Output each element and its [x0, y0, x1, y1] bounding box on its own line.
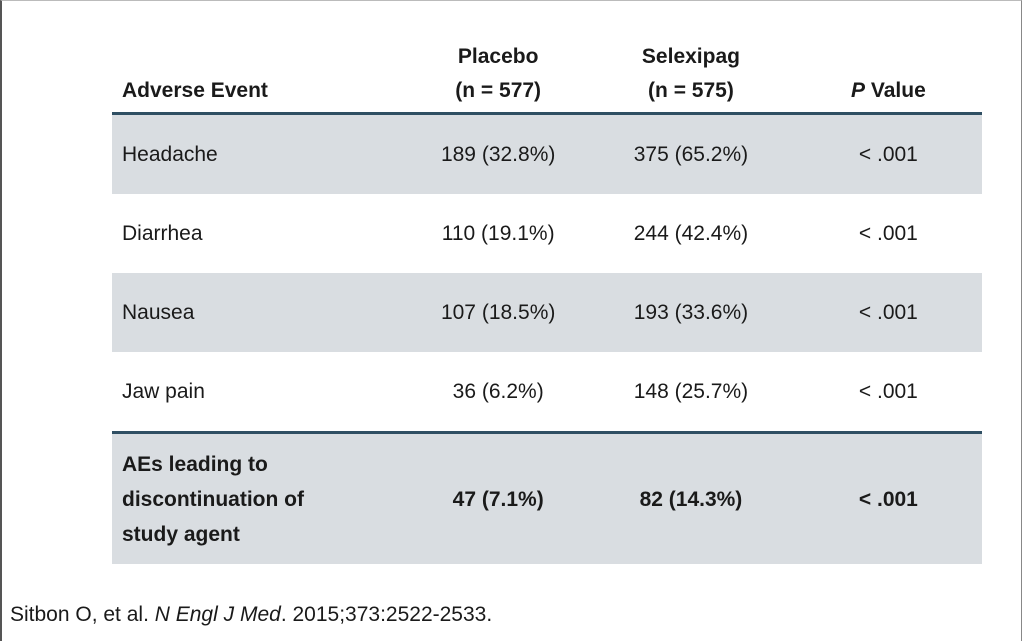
total-placebo: 47 (7.1%)	[409, 431, 588, 564]
row-placebo: 107 (18.5%)	[409, 273, 588, 352]
header-placebo: Placebo (n = 577)	[409, 40, 588, 115]
table-row: Jaw pain 36 (6.2%) 148 (25.7%) < .001	[112, 352, 982, 433]
row-p-value: < .001	[794, 273, 982, 352]
row-selexipag: 148 (25.7%)	[633, 379, 749, 403]
table-row: Nausea 107 (18.5%) 193 (33.6%) < .001	[112, 273, 982, 352]
total-event-line3: study agent	[122, 522, 240, 546]
row-selexipag: 375 (65.2%)	[587, 113, 795, 194]
row-event: Diarrhea	[122, 221, 203, 245]
row-selexipag: 244 (42.4%)	[633, 221, 749, 245]
source-citation: Sitbon O, et al. N Engl J Med. 2015;373:…	[10, 603, 492, 627]
row-p-value: < .001	[794, 113, 982, 194]
total-p-value: < .001	[794, 431, 982, 564]
row-placebo: 189 (32.8%)	[409, 113, 588, 194]
header-selexipag-n: (n = 575)	[648, 79, 734, 102]
row-p-value: < .001	[858, 221, 918, 245]
header-p-italic: P	[851, 79, 866, 102]
header-placebo-label: Placebo	[457, 45, 539, 68]
citation-authors: Sitbon O, et al.	[10, 603, 155, 626]
total-event-line1: AEs leading to	[122, 452, 268, 476]
row-p-value: < .001	[858, 379, 918, 403]
header-p-value: P Value	[794, 40, 982, 115]
table-row: Headache 189 (32.8%) 375 (65.2%) < .001	[112, 113, 982, 194]
row-event: Nausea	[112, 273, 410, 352]
total-row: AEs leading to discontinuation of study …	[112, 431, 982, 564]
citation-journal: N Engl J Med	[154, 603, 281, 626]
table-header-row: Adverse Event Placebo (n = 577) Selexipa…	[112, 40, 982, 115]
total-event-line2: discontinuation of	[122, 487, 304, 511]
row-event: Headache	[112, 113, 410, 194]
row-selexipag: 193 (33.6%)	[587, 273, 795, 352]
header-adverse-event: Adverse Event	[112, 40, 410, 115]
header-selexipag: Selexipag (n = 575)	[587, 40, 795, 115]
header-selexipag-label: Selexipag	[641, 45, 740, 68]
total-event: AEs leading to discontinuation of study …	[112, 431, 410, 564]
citation-details: . 2015;373:2522-2533.	[280, 603, 493, 626]
total-selexipag: 82 (14.3%)	[587, 431, 795, 564]
header-placebo-n: (n = 577)	[455, 79, 542, 102]
table-row: Diarrhea 110 (19.1%) 244 (42.4%) < .001	[112, 194, 982, 273]
adverse-events-table: Adverse Event Placebo (n = 577) Selexipa…	[112, 40, 982, 564]
row-placebo: 110 (19.1%)	[441, 221, 555, 245]
row-event: Jaw pain	[122, 379, 205, 403]
header-p-rest: Value	[865, 79, 926, 102]
row-placebo: 36 (6.2%)	[452, 379, 544, 403]
